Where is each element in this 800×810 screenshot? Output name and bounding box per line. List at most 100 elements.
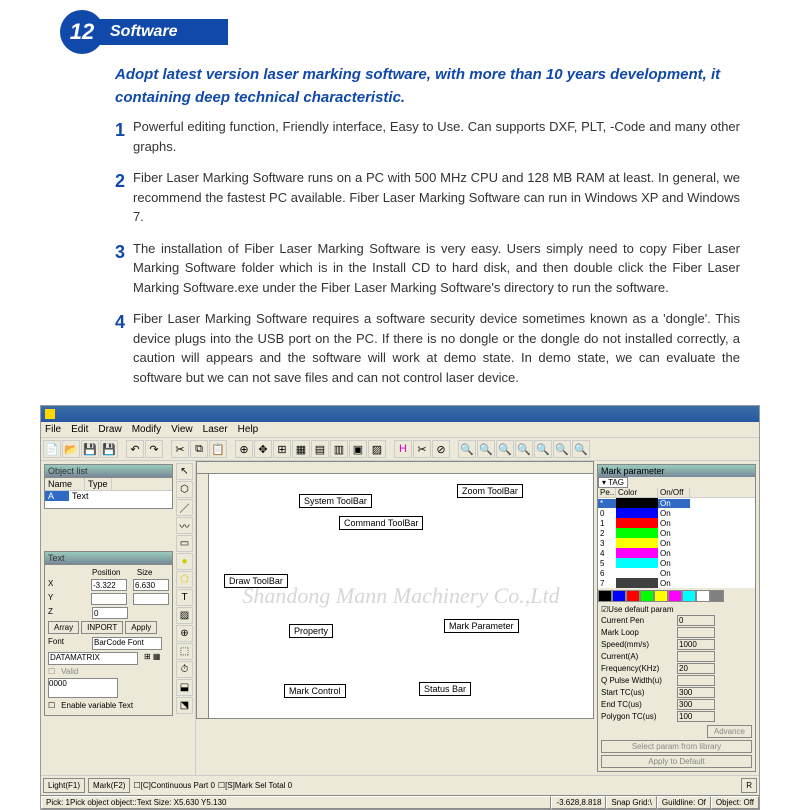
param-input[interactable]: [677, 627, 715, 638]
hatch-icon[interactable]: H: [394, 440, 412, 458]
table-row[interactable]: 1On: [598, 518, 755, 528]
menu-laser[interactable]: Laser: [203, 424, 228, 435]
table-row[interactable]: 3On: [598, 538, 755, 548]
zoom-icon[interactable]: 🔍: [496, 440, 514, 458]
table-row[interactable]: 7On: [598, 578, 755, 588]
tool-icon[interactable]: ▥: [330, 440, 348, 458]
color-swatch[interactable]: [710, 590, 724, 602]
font-select[interactable]: DATAMATRIX: [48, 652, 138, 665]
curve-icon[interactable]: 〰: [176, 517, 193, 534]
redo-icon[interactable]: ↷: [145, 440, 163, 458]
menu-modify[interactable]: Modify: [132, 424, 161, 435]
x-size-input[interactable]: [133, 579, 169, 591]
copy-icon[interactable]: ⧉: [190, 440, 208, 458]
tool-icon[interactable]: ▨: [368, 440, 386, 458]
color-swatch[interactable]: [654, 590, 668, 602]
z-input[interactable]: [92, 607, 128, 619]
pointer-icon[interactable]: ↖: [176, 463, 193, 480]
zoom-icon[interactable]: 🔍: [515, 440, 533, 458]
zoom-icon[interactable]: 🔍: [477, 440, 495, 458]
param-input[interactable]: [677, 699, 715, 710]
tool-icon[interactable]: ▤: [311, 440, 329, 458]
tool-icon[interactable]: ▦: [292, 440, 310, 458]
label: [S]Mark Sel Total: [225, 781, 285, 790]
tool-icon[interactable]: ▣: [349, 440, 367, 458]
open-icon[interactable]: 📂: [62, 440, 80, 458]
text-input[interactable]: 0000: [48, 678, 118, 698]
color-swatch[interactable]: [668, 590, 682, 602]
checkbox[interactable]: ☐: [48, 701, 55, 710]
param-input[interactable]: [677, 711, 715, 722]
import-button[interactable]: INPORT: [81, 621, 123, 634]
menu-view[interactable]: View: [171, 424, 193, 435]
vector-icon[interactable]: ⬚: [176, 643, 193, 660]
param-input[interactable]: [677, 675, 715, 686]
color-swatch[interactable]: [696, 590, 710, 602]
advance-button[interactable]: Advance: [707, 725, 752, 738]
callout: Property: [289, 624, 333, 638]
param-input[interactable]: [677, 639, 715, 650]
font-type-select[interactable]: BarCode Font: [92, 637, 162, 650]
paste-icon[interactable]: 📋: [209, 440, 227, 458]
apply-default-button[interactable]: Apply to Default: [601, 755, 752, 768]
menu-help[interactable]: Help: [238, 424, 259, 435]
saveas-icon[interactable]: 💾: [100, 440, 118, 458]
move-icon[interactable]: ✥: [254, 440, 272, 458]
undo-icon[interactable]: ↶: [126, 440, 144, 458]
grid-icon[interactable]: ⊞: [273, 440, 291, 458]
apply-button[interactable]: Apply: [125, 621, 157, 634]
light-button[interactable]: Light(F1): [43, 778, 85, 793]
color-swatch[interactable]: [612, 590, 626, 602]
zoom-icon[interactable]: 🔍: [572, 440, 590, 458]
tab[interactable]: ▾ TAG: [598, 477, 628, 488]
zoom-icon[interactable]: 🔍: [553, 440, 571, 458]
color-swatch[interactable]: [598, 590, 612, 602]
color-swatch[interactable]: [682, 590, 696, 602]
target-icon[interactable]: ⊕: [235, 440, 253, 458]
zoom-icon[interactable]: 🔍: [458, 440, 476, 458]
checkbox[interactable]: ☑: [601, 605, 608, 614]
table-row[interactable]: 0On: [598, 508, 755, 518]
menu-edit[interactable]: Edit: [71, 424, 88, 435]
y-size-input[interactable]: [133, 593, 169, 605]
param-input[interactable]: [677, 663, 715, 674]
table-row[interactable]: *On: [598, 498, 755, 508]
mark-button[interactable]: Mark(F2): [88, 778, 130, 793]
new-icon[interactable]: 📄: [43, 440, 61, 458]
array-button[interactable]: Array: [48, 621, 79, 634]
param-input[interactable]: [677, 615, 715, 626]
canvas[interactable]: Shandong Mann Machinery Co.,Ltd Object L…: [196, 461, 594, 719]
param-input[interactable]: [677, 651, 715, 662]
circle-icon[interactable]: ●: [176, 553, 193, 570]
table-row[interactable]: 5On: [598, 558, 755, 568]
y-pos-input[interactable]: [91, 593, 127, 605]
hatch-icon[interactable]: ▨: [176, 607, 193, 624]
tool-icon[interactable]: ⊘: [432, 440, 450, 458]
io-icon[interactable]: ⬓: [176, 679, 193, 696]
menu-draw[interactable]: Draw: [98, 424, 121, 435]
r-button[interactable]: R: [741, 778, 757, 793]
table-row[interactable]: 2On: [598, 528, 755, 538]
list-item[interactable]: A Text: [45, 491, 172, 501]
line-icon[interactable]: ／: [176, 499, 193, 516]
zoom-icon[interactable]: 🔍: [534, 440, 552, 458]
import-icon[interactable]: ⊕: [176, 625, 193, 642]
cut-icon[interactable]: ✂: [171, 440, 189, 458]
polygon-icon[interactable]: ⬠: [176, 571, 193, 588]
library-button[interactable]: Select param from library: [601, 740, 752, 753]
timer-icon[interactable]: ⏱: [176, 661, 193, 678]
color-swatch[interactable]: [640, 590, 654, 602]
encoder-icon[interactable]: ⬔: [176, 697, 193, 714]
color-swatch[interactable]: [626, 590, 640, 602]
node-icon[interactable]: ⬡: [176, 481, 193, 498]
tool-icon[interactable]: ✂: [413, 440, 431, 458]
menu-file[interactable]: File: [45, 424, 61, 435]
rect-icon[interactable]: ▭: [176, 535, 193, 552]
save-icon[interactable]: 💾: [81, 440, 99, 458]
table-row[interactable]: 6On: [598, 568, 755, 578]
x-pos-input[interactable]: [91, 579, 127, 591]
param-input[interactable]: [677, 687, 715, 698]
checkbox[interactable]: ☐: [133, 781, 140, 790]
table-row[interactable]: 4On: [598, 548, 755, 558]
text-icon[interactable]: T: [176, 589, 193, 606]
